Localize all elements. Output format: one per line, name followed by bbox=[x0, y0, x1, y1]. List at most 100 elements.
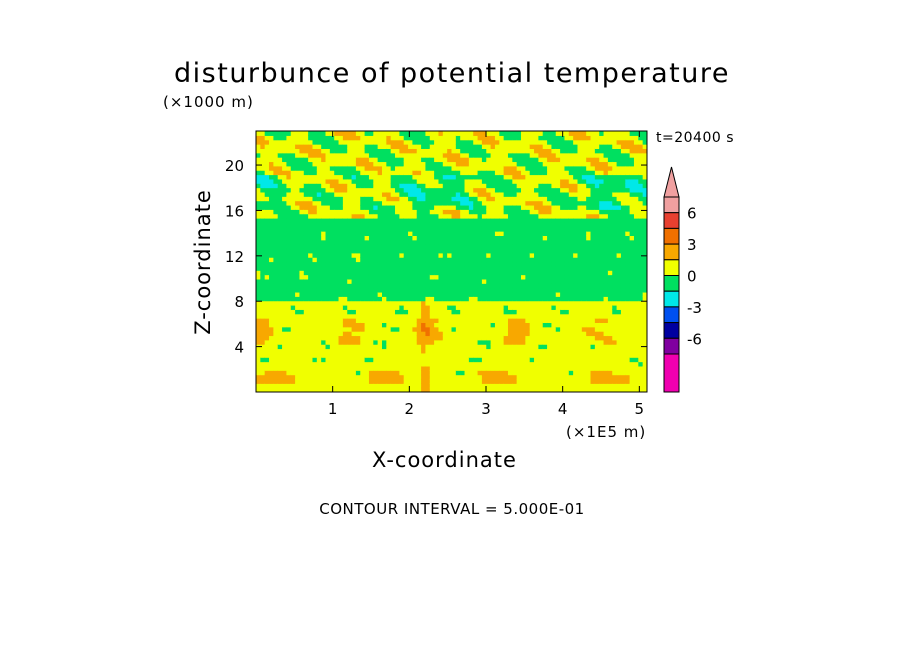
heatmap-cell bbox=[529, 335, 535, 341]
heatmap-cell bbox=[455, 139, 461, 145]
heatmap-cell bbox=[425, 331, 431, 337]
heatmap-cell bbox=[325, 152, 331, 158]
heatmap-cell bbox=[612, 365, 618, 371]
heatmap-cell bbox=[360, 196, 366, 202]
heatmap-cell bbox=[586, 226, 592, 232]
heatmap-cell bbox=[494, 270, 500, 276]
heatmap-cell bbox=[256, 326, 261, 332]
heatmap-cell bbox=[338, 274, 344, 280]
heatmap-cell bbox=[542, 204, 548, 210]
heatmap-cell bbox=[551, 252, 557, 258]
heatmap-cell bbox=[299, 387, 305, 392]
heatmap-cell bbox=[468, 161, 474, 167]
heatmap-cell bbox=[568, 261, 574, 267]
heatmap-cell bbox=[295, 387, 301, 392]
heatmap-cell bbox=[373, 344, 379, 350]
heatmap-cell bbox=[547, 200, 553, 206]
heatmap-cell bbox=[438, 348, 444, 354]
heatmap-cell bbox=[481, 265, 487, 271]
heatmap-cell bbox=[494, 196, 500, 202]
heatmap-cell bbox=[486, 335, 492, 341]
heatmap-cell bbox=[581, 387, 587, 392]
heatmap-cell bbox=[351, 218, 357, 223]
heatmap-cell bbox=[594, 313, 600, 319]
heatmap-cell bbox=[303, 365, 309, 371]
heatmap-cell bbox=[295, 191, 301, 197]
heatmap-cell bbox=[438, 305, 444, 310]
heatmap-cell bbox=[290, 183, 296, 189]
heatmap-cell bbox=[529, 291, 535, 297]
heatmap-cell bbox=[303, 283, 309, 289]
heatmap-cell bbox=[490, 335, 496, 341]
heatmap-cell bbox=[486, 248, 492, 254]
heatmap-cell bbox=[464, 178, 470, 184]
heatmap-cell bbox=[282, 335, 288, 341]
heatmap-cell bbox=[468, 322, 474, 328]
heatmap-cell bbox=[538, 165, 544, 171]
heatmap-cell bbox=[607, 152, 613, 158]
heatmap-cell bbox=[499, 257, 505, 263]
heatmap-cell bbox=[390, 361, 396, 367]
heatmap-cell bbox=[455, 196, 461, 202]
heatmap-cell bbox=[434, 226, 440, 232]
heatmap-cell bbox=[412, 387, 418, 392]
heatmap-cell bbox=[481, 178, 487, 184]
heatmap-cell bbox=[451, 252, 457, 258]
heatmap-cell bbox=[360, 157, 366, 163]
heatmap-cell bbox=[612, 252, 618, 258]
heatmap-cell bbox=[607, 252, 613, 258]
heatmap-cell bbox=[269, 218, 274, 223]
heatmap-cell bbox=[282, 157, 288, 163]
heatmap-cell bbox=[421, 196, 427, 202]
heatmap-cell bbox=[438, 313, 444, 319]
heatmap-cell bbox=[412, 322, 418, 328]
heatmap-cell bbox=[560, 322, 566, 328]
heatmap-cell bbox=[551, 152, 557, 158]
heatmap-cell bbox=[616, 370, 622, 376]
heatmap-cell bbox=[529, 187, 535, 193]
heatmap-cell bbox=[547, 248, 553, 254]
heatmap-cell bbox=[590, 135, 596, 141]
heatmap-cell bbox=[377, 139, 383, 145]
heatmap-cell bbox=[451, 218, 457, 223]
heatmap-cell bbox=[403, 313, 409, 319]
heatmap-cell bbox=[521, 296, 526, 302]
heatmap-cell bbox=[399, 370, 405, 376]
heatmap-cell bbox=[594, 387, 600, 392]
heatmap-cell bbox=[260, 252, 266, 258]
heatmap-cell bbox=[551, 322, 557, 328]
heatmap-cell bbox=[568, 278, 574, 284]
heatmap-cell bbox=[351, 157, 357, 163]
heatmap-cell bbox=[412, 361, 418, 367]
heatmap-cell bbox=[269, 200, 274, 206]
heatmap-cell bbox=[468, 331, 474, 337]
heatmap-cell bbox=[590, 139, 596, 145]
heatmap-cell bbox=[412, 131, 418, 136]
heatmap-cell bbox=[329, 187, 335, 193]
heatmap-cell bbox=[494, 331, 500, 337]
heatmap-cell bbox=[308, 200, 314, 206]
heatmap-cell bbox=[477, 191, 483, 197]
heatmap-cell bbox=[490, 226, 496, 232]
heatmap-cell bbox=[464, 226, 470, 232]
heatmap-cell bbox=[360, 326, 366, 332]
heatmap-cell bbox=[390, 318, 396, 323]
heatmap-cell bbox=[581, 135, 587, 141]
heatmap-cell bbox=[395, 226, 400, 232]
heatmap-cell bbox=[355, 213, 361, 219]
heatmap-cell bbox=[577, 326, 583, 332]
heatmap-cell bbox=[468, 365, 474, 371]
heatmap-cell bbox=[416, 265, 422, 271]
heatmap-cell bbox=[564, 196, 570, 202]
heatmap-cell bbox=[468, 209, 474, 215]
heatmap-cell bbox=[381, 165, 387, 171]
heatmap-cell bbox=[512, 318, 518, 323]
heatmap-cell bbox=[303, 291, 309, 297]
heatmap-cell bbox=[403, 144, 409, 149]
heatmap-cell bbox=[386, 374, 392, 380]
heatmap-cell bbox=[408, 387, 413, 392]
heatmap-cell bbox=[368, 257, 374, 263]
heatmap-cell bbox=[516, 157, 522, 163]
heatmap-cell bbox=[529, 361, 535, 367]
heatmap-cell bbox=[547, 139, 553, 145]
